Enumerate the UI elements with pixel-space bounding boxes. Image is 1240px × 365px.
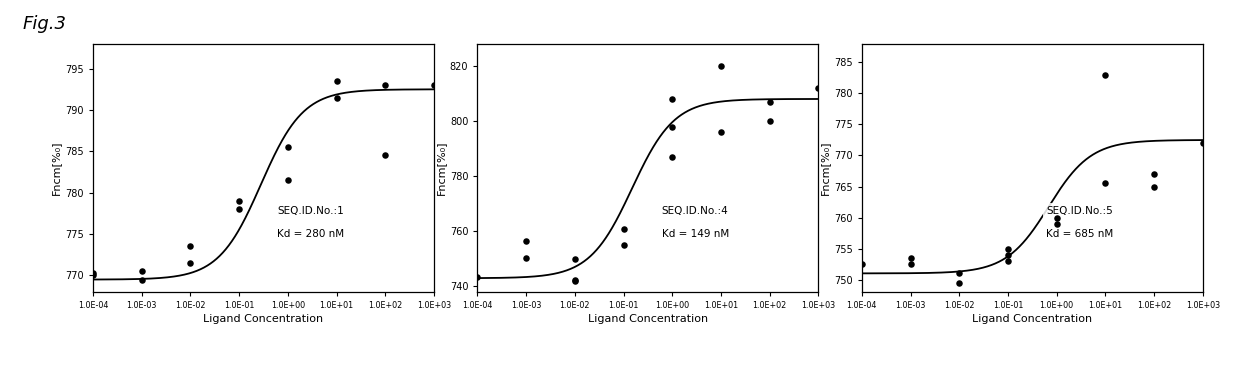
Point bbox=[760, 99, 780, 105]
Point bbox=[950, 280, 970, 286]
Point bbox=[950, 270, 970, 276]
X-axis label: Ligand Concentration: Ligand Concentration bbox=[203, 314, 324, 324]
Point bbox=[808, 85, 828, 91]
Point bbox=[516, 255, 536, 261]
X-axis label: Ligand Concentration: Ligand Concentration bbox=[588, 314, 708, 324]
Point bbox=[1047, 221, 1066, 227]
Point bbox=[998, 252, 1018, 258]
Point bbox=[326, 78, 346, 84]
Text: Fig.3: Fig.3 bbox=[22, 15, 66, 32]
Point bbox=[326, 95, 346, 100]
Point bbox=[1047, 215, 1066, 220]
Point bbox=[614, 242, 634, 248]
Point bbox=[83, 270, 103, 276]
Text: SEQ.ID.No.:5

Kd = 685 nM: SEQ.ID.No.:5 Kd = 685 nM bbox=[1047, 206, 1114, 239]
Point bbox=[900, 255, 920, 261]
Point bbox=[516, 238, 536, 244]
Point bbox=[565, 256, 585, 262]
Point bbox=[1193, 140, 1213, 146]
Point bbox=[83, 273, 103, 278]
Point bbox=[998, 258, 1018, 264]
Point bbox=[278, 177, 298, 183]
Point bbox=[711, 63, 730, 69]
Point bbox=[1145, 184, 1164, 189]
Y-axis label: Fncm[%₀]: Fncm[%₀] bbox=[820, 141, 830, 195]
Y-axis label: Fncm[%₀]: Fncm[%₀] bbox=[435, 141, 445, 195]
Point bbox=[565, 278, 585, 284]
Point bbox=[1095, 72, 1115, 78]
Point bbox=[131, 277, 151, 283]
Text: SEQ.ID.No.:1

Kd = 280 nM: SEQ.ID.No.:1 Kd = 280 nM bbox=[278, 206, 345, 239]
Point bbox=[131, 268, 151, 274]
Point bbox=[998, 246, 1018, 251]
X-axis label: Ligand Concentration: Ligand Concentration bbox=[972, 314, 1092, 324]
Point bbox=[1095, 180, 1115, 186]
Point bbox=[711, 129, 730, 135]
Point bbox=[424, 82, 444, 88]
Text: SEQ.ID.No.:4

Kd = 149 nM: SEQ.ID.No.:4 Kd = 149 nM bbox=[662, 206, 729, 239]
Point bbox=[278, 144, 298, 150]
Point bbox=[662, 96, 682, 102]
Point bbox=[376, 82, 396, 88]
Point bbox=[662, 124, 682, 130]
Point bbox=[181, 260, 201, 266]
Point bbox=[181, 243, 201, 249]
Point bbox=[1145, 171, 1164, 177]
Point bbox=[760, 118, 780, 124]
Point bbox=[229, 198, 249, 204]
Y-axis label: Fncm[%₀]: Fncm[%₀] bbox=[51, 141, 61, 195]
Point bbox=[662, 154, 682, 160]
Point bbox=[376, 153, 396, 158]
Point bbox=[852, 261, 872, 267]
Point bbox=[467, 274, 487, 280]
Point bbox=[565, 277, 585, 283]
Point bbox=[614, 226, 634, 231]
Point bbox=[900, 261, 920, 267]
Point bbox=[229, 206, 249, 212]
